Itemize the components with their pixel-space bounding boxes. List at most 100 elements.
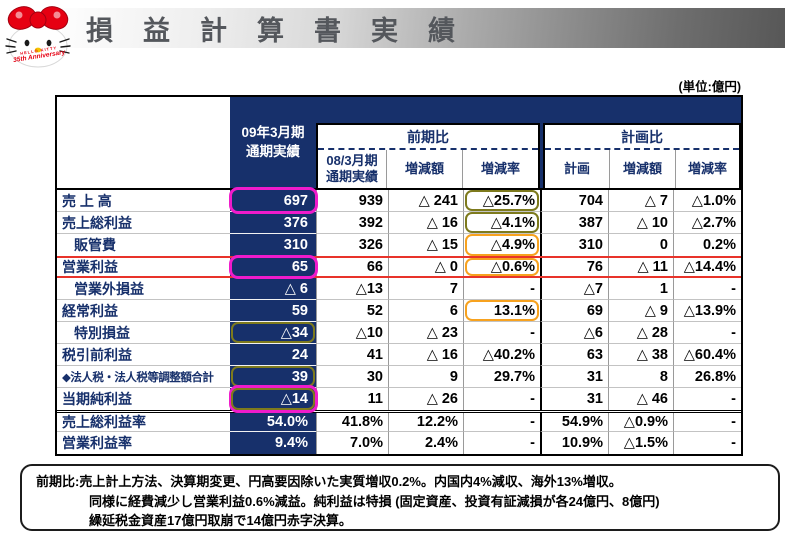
cell-text: 7.0%	[349, 435, 383, 451]
cell-value: △40.2%	[463, 344, 540, 366]
note-box: 前期比:売上計上方法、決算期変更、円高要因除いた実質増収0.2%。内国内4%減収…	[20, 464, 780, 531]
cell-actual: 59	[230, 300, 316, 322]
row-label: 営業外損益	[57, 278, 230, 300]
page-title: 損益計算書実績	[86, 15, 485, 46]
group-vs-plan: 計画比 計画 増減額 増減率	[543, 123, 741, 188]
col-header-plan-change-rate: 増減率	[675, 150, 739, 188]
cell-value: -	[673, 278, 741, 300]
cell-text: △2.7%	[691, 214, 736, 231]
cell-value: △ 241	[388, 190, 463, 212]
group-prev-subheaders: 08/3月期 通期実績 増減額 増減率	[318, 150, 538, 188]
table-row: 当期純利益 △14 11 △ 26 - 31 △ 46 -	[57, 385, 741, 413]
cell-text: △ 26	[426, 391, 458, 407]
cell-value: 704	[540, 190, 608, 212]
cell-value: 8	[608, 366, 673, 388]
col-header-prev-change-rate: 増減率	[462, 150, 538, 188]
cell-actual: 65	[229, 255, 318, 279]
cell-text: △4.1%	[490, 214, 535, 231]
cell-value: 939	[316, 190, 388, 212]
row-label: 経常利益	[57, 300, 230, 322]
cell-value: -	[673, 322, 741, 344]
cell-text: △ 16	[426, 346, 458, 363]
cell-value: 9	[388, 366, 463, 388]
cell-value: △4.1%	[463, 212, 540, 234]
cell-text: 9.4%	[274, 435, 308, 451]
cell-value: 6	[388, 300, 463, 322]
cell-text: -	[530, 324, 535, 341]
cell-text: 310	[578, 237, 603, 253]
cell-value: 0.2%	[673, 234, 741, 256]
cell-value: -	[463, 322, 540, 344]
cell-text: △0.6%	[490, 259, 535, 275]
cell-value: 7.0%	[316, 432, 388, 454]
cell-value: 11	[316, 388, 388, 410]
cell-value: 29.7%	[463, 366, 540, 388]
cell-value: △7	[540, 278, 608, 300]
row-label: 売上総利益率	[57, 413, 230, 432]
cell-value: △ 23	[388, 322, 463, 344]
cell-text: △ 11	[637, 259, 668, 275]
cell-text: △1.5%	[623, 435, 668, 451]
row-label: 売上総利益	[57, 212, 230, 234]
cell-value: △4.9%	[463, 234, 540, 256]
cell-text: 31	[586, 368, 603, 385]
cell-text: △14.4%	[683, 259, 736, 275]
cell-text: 0	[659, 237, 668, 253]
cell-value: △0.6%	[463, 258, 540, 276]
cell-text: △13.9%	[683, 302, 736, 319]
cell-actual: △14	[229, 385, 318, 413]
table-row: 経常利益 59 52 6 13.1% 69 △ 9 △13.9%	[57, 300, 741, 322]
cell-text: 376	[283, 214, 308, 231]
cell-actual: 697	[229, 187, 318, 214]
table-row: 営業外損益 △ 6 △13 7 - △7 1 -	[57, 278, 741, 300]
table-row: 税引前利益 24 41 △ 16 △40.2% 63 △ 38 △60.4%	[57, 344, 741, 366]
table-row: 売 上 高 697 939 △ 241 △25.7% 704 △ 7 △1.0%	[57, 187, 741, 214]
cell-value: -	[673, 413, 741, 432]
cell-text: 13.1%	[493, 302, 535, 319]
cell-actual: 24	[230, 344, 316, 366]
col-header-actual: 09年3月期 通期実績	[230, 97, 316, 188]
cell-text: 9	[449, 368, 458, 385]
cell-text: △ 38	[636, 346, 668, 363]
cell-text: 26.8%	[694, 368, 736, 385]
cell-value: △6	[540, 322, 608, 344]
cell-text: 7	[449, 280, 458, 297]
cell-value: △1.5%	[608, 432, 673, 454]
row-label: 当期純利益	[57, 388, 230, 410]
cell-text: △34	[280, 324, 308, 341]
note-line-2: 同様に経費減少し営業利益0.6%減益。純利益は特損 (固定資産、投資有証減損が各…	[89, 493, 660, 509]
cell-text: △ 7	[644, 192, 668, 209]
cell-value: -	[463, 413, 540, 432]
cell-value: 10.9%	[540, 432, 608, 454]
cell-value: 12.2%	[388, 413, 463, 432]
col-header-prev-change-amount: 増減額	[386, 150, 462, 188]
cell-value: △1.0%	[673, 190, 741, 212]
cell-text: △1.0%	[691, 192, 736, 209]
cell-text: -	[530, 414, 535, 430]
table-row: 営業利益率 9.4% 7.0% 2.4% - 10.9% △1.5% -	[57, 432, 741, 454]
cell-text: △10	[355, 324, 383, 341]
cell-value: 13.1%	[463, 300, 540, 322]
col-header-plan-change-amount: 増減額	[609, 150, 675, 188]
cell-text: -	[731, 280, 736, 297]
cell-text: -	[530, 435, 535, 451]
cell-actual: 39	[230, 366, 316, 388]
cell-text: 10.9%	[561, 435, 603, 451]
cell-value: 387	[540, 212, 608, 234]
cell-value: 0	[608, 234, 673, 256]
table-row: ◆法人税・法人税等調整額合計 39 30 9 29.7% 31 8 26.8%	[57, 366, 741, 388]
col-header-prev-actual-line2: 通期実績	[325, 169, 378, 184]
header-blank-cell	[57, 97, 230, 188]
cell-text: 939	[358, 192, 383, 209]
cell-text: 6	[449, 302, 458, 319]
table-row: 売上総利益率 54.0% 41.8% 12.2% - 54.9% △0.9% -	[57, 410, 741, 432]
cell-text: △ 16	[426, 214, 458, 231]
cell-text: 66	[366, 259, 383, 275]
cell-value: △ 26	[388, 388, 463, 410]
cell-text: 65	[291, 259, 308, 275]
table-body: 売 上 高 697 939 △ 241 △25.7% 704 △ 7 △1.0% 売上総利益 37…	[57, 187, 741, 454]
cell-text: 704	[578, 192, 603, 209]
col-header-prev-actual: 08/3月期 通期実績	[318, 150, 386, 188]
cell-text: 12.2%	[416, 414, 458, 430]
cell-text: △ 28	[636, 324, 668, 341]
